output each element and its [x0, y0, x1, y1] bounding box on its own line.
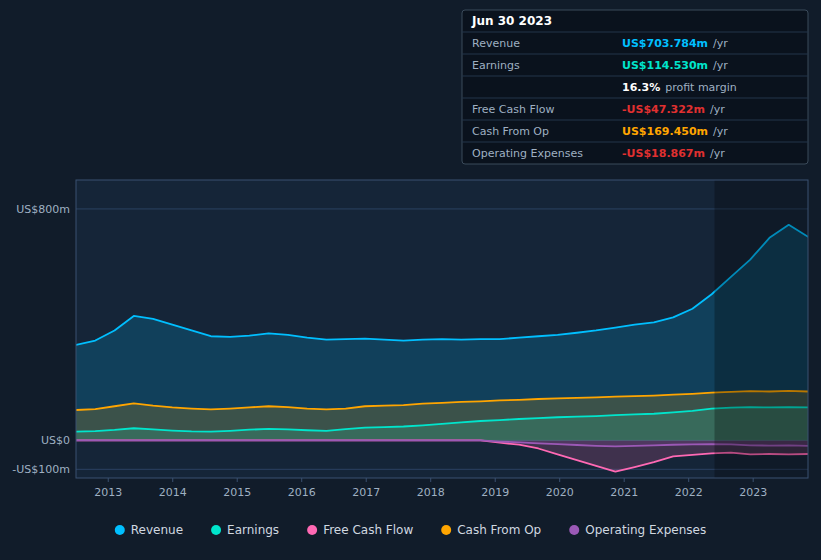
- y-tick-label: US$0: [41, 434, 70, 447]
- series-line: [76, 440, 808, 471]
- info-value: US$703.784m: [622, 37, 708, 50]
- x-tick-label: 2013: [94, 486, 122, 499]
- x-tick: [495, 478, 496, 482]
- info-box-title: Jun 30 2023: [471, 14, 552, 28]
- info-label: Operating Expenses: [472, 147, 583, 160]
- info-unit: profit margin: [665, 81, 737, 94]
- grid-line: [76, 469, 808, 470]
- x-tick: [624, 478, 625, 482]
- info-unit: /yr: [713, 37, 728, 50]
- series-line: [76, 440, 808, 446]
- grid-line: [76, 208, 808, 209]
- x-tick: [430, 478, 431, 482]
- info-box-divider: [462, 98, 808, 99]
- legend-marker: [307, 525, 317, 535]
- legend-marker: [569, 525, 579, 535]
- legend-label: Free Cash Flow: [323, 523, 413, 537]
- area-fill: [76, 225, 808, 441]
- info-unit: /yr: [713, 59, 728, 72]
- x-tick: [172, 478, 173, 482]
- info-box-divider: [462, 54, 808, 55]
- x-tick-label: 2014: [159, 486, 187, 499]
- info-unit: /yr: [710, 147, 725, 160]
- x-tick: [688, 478, 689, 482]
- legend-label: Revenue: [131, 523, 183, 537]
- x-tick: [108, 478, 109, 482]
- background: [0, 0, 821, 560]
- y-tick-label: -US$100m: [12, 463, 70, 476]
- series-line: [76, 225, 808, 345]
- area-fill: [76, 440, 808, 446]
- info-label: Cash From Op: [472, 125, 549, 138]
- x-tick-label: 2018: [417, 486, 445, 499]
- legend: Revenue Earnings Free Cash Flow Cash From O…: [115, 523, 706, 537]
- legend-marker: [441, 525, 451, 535]
- series-line: [76, 407, 808, 432]
- info-box-divider: [462, 142, 808, 143]
- x-tick-label: 2015: [223, 486, 251, 499]
- y-tick-label: US$800m: [16, 203, 70, 216]
- x-tick-label: 2017: [352, 486, 380, 499]
- plot-area: [76, 180, 808, 478]
- x-tick-label: 2016: [288, 486, 316, 499]
- x-tick-label: 2023: [739, 486, 767, 499]
- x-tick-label: 2021: [610, 486, 638, 499]
- series-line: [76, 391, 808, 410]
- info-value: -US$18.867m: [622, 147, 705, 160]
- plot-marks: [76, 180, 808, 478]
- x-tick-label: 2020: [546, 486, 574, 499]
- info-value: -US$47.322m: [622, 103, 705, 116]
- area-fill: [76, 391, 808, 440]
- x-tick: [753, 478, 754, 482]
- info-box-divider: [462, 76, 808, 77]
- x-tick: [366, 478, 367, 482]
- info-label: Earnings: [472, 59, 520, 72]
- info-label: Free Cash Flow: [472, 103, 555, 116]
- area-fill: [76, 440, 808, 471]
- x-tick: [559, 478, 560, 482]
- x-tick-label: 2019: [481, 486, 509, 499]
- plot-frame: [76, 180, 808, 478]
- x-tick-label: 2022: [675, 486, 703, 499]
- info-label: Revenue: [472, 37, 520, 50]
- info-box: Jun 30 2023 Revenue US$703.784m/yr Earnings…: [462, 10, 808, 164]
- legend-label: Earnings: [227, 523, 279, 537]
- legend-label: Cash From Op: [457, 523, 541, 537]
- legend-marker: [211, 525, 221, 535]
- info-value: US$169.450m: [622, 125, 708, 138]
- legend-label: Operating Expenses: [585, 523, 706, 537]
- info-box-divider: [462, 120, 808, 121]
- info-value: US$114.530m: [622, 59, 708, 72]
- highlight-region: [714, 180, 808, 478]
- x-tick: [237, 478, 238, 482]
- info-value: 16.3%: [622, 81, 660, 94]
- legend-marker: [115, 525, 125, 535]
- info-box-divider: [462, 32, 808, 33]
- info-box-frame: [462, 10, 808, 164]
- info-unit: /yr: [710, 103, 725, 116]
- x-tick: [301, 478, 302, 482]
- chart: -US$100m US$0 US$800m 2013 2014 2015 2016 2017 2…: [0, 0, 821, 560]
- info-unit: /yr: [713, 125, 728, 138]
